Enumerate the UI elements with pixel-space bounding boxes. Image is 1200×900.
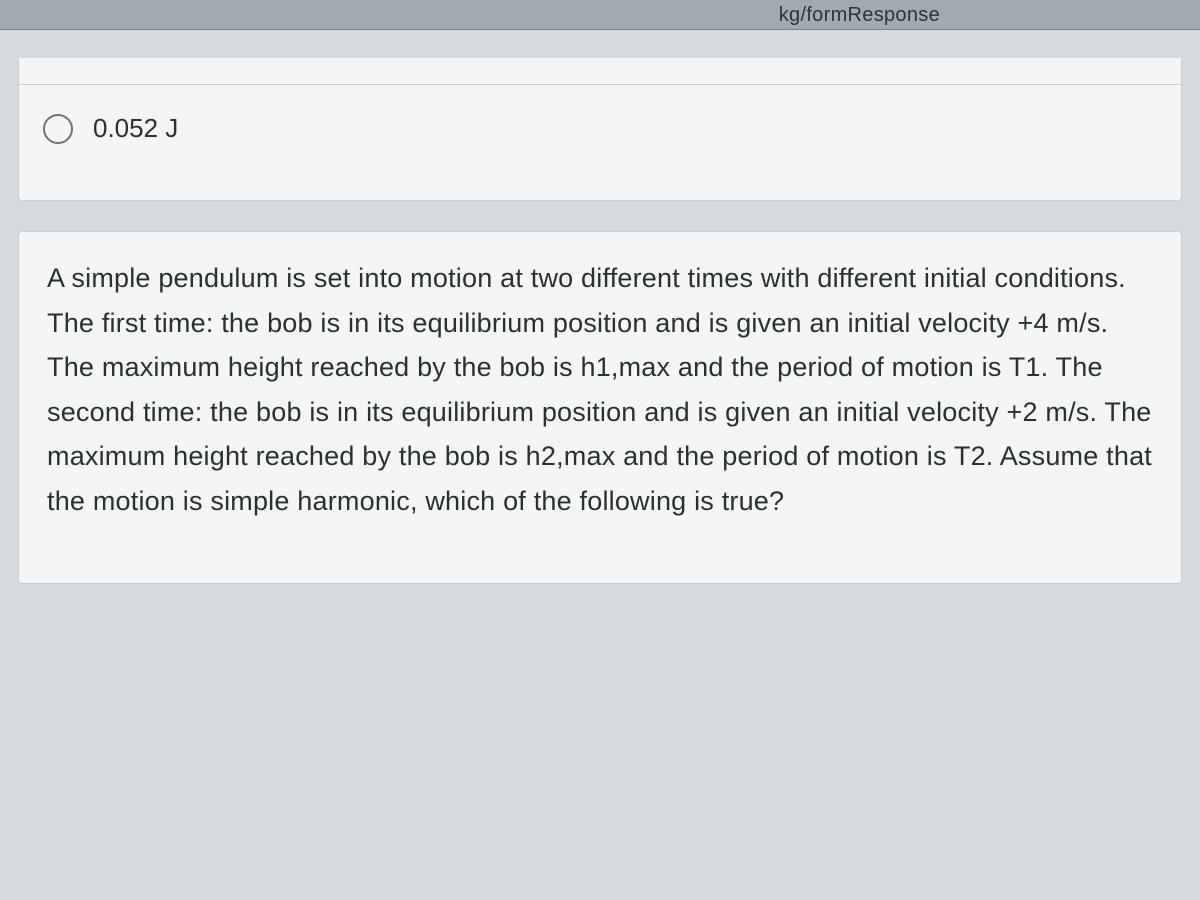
page-container: 0.052 J A simple pendulum is set into mo… [0,58,1200,584]
previous-question-card-tail: 0.052 J [18,58,1182,201]
card-divider [19,84,1181,85]
radio-option[interactable]: 0.052 J [43,113,1157,144]
question-card: A simple pendulum is set into motion at … [18,231,1182,584]
radio-circle-icon [43,114,73,144]
browser-address-bar: kg/formResponse [0,0,1200,30]
radio-option-label: 0.052 J [93,113,178,144]
question-text: A simple pendulum is set into motion at … [47,256,1153,523]
url-fragment: kg/formResponse [779,4,940,26]
